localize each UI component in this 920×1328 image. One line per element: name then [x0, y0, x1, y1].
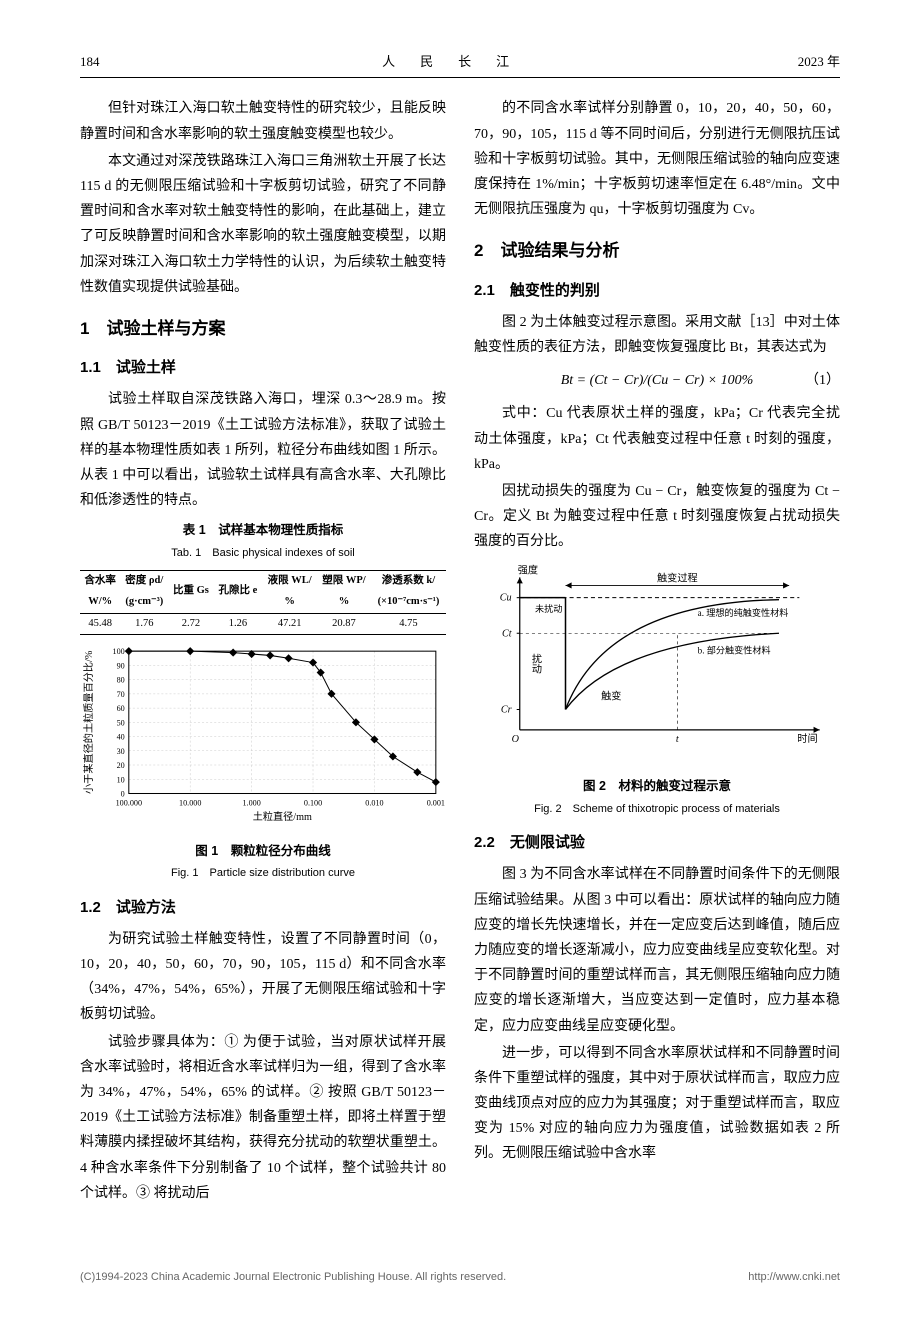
body-text: 试验步骤具体为：① 为便于试验，当对原状试样开展含水率试验时，将相近含水率试样归… — [80, 1030, 446, 1206]
svg-text:50: 50 — [117, 719, 125, 728]
svg-text:时间: 时间 — [797, 732, 817, 745]
svg-text:Cr: Cr — [501, 704, 512, 715]
td: 20.87 — [317, 613, 371, 635]
footer-url: http://www.cnki.net — [748, 1268, 840, 1288]
table1-caption-cn: 表 1 试样基本物理性质指标 — [80, 519, 446, 542]
page-number: 184 — [80, 50, 100, 73]
td: 45.48 — [80, 613, 120, 635]
svg-text:30: 30 — [117, 747, 125, 756]
equation-1: Bt = (Ct − Cr)/(Cu − Cr) × 100% （1） — [474, 368, 840, 393]
svg-text:40: 40 — [117, 733, 125, 742]
fig2-caption-cn: 图 2 材料的触变过程示意 — [474, 775, 840, 798]
td: 1.76 — [120, 613, 168, 635]
svg-text:0.001: 0.001 — [427, 799, 445, 808]
fig1-caption-cn: 图 1 颗粒粒径分布曲线 — [80, 840, 446, 863]
svg-text:100.000: 100.000 — [116, 799, 142, 808]
particle-size-chart: 0 10 20 30 40 50 60 70 80 90 100 100.000 10.000 1.000… — [80, 641, 446, 824]
svg-text:未扰动: 未扰动 — [535, 603, 562, 614]
th: 液限 WL/ — [262, 570, 317, 591]
svg-text:10: 10 — [117, 776, 125, 785]
body-text: 图 3 为不同含水率试样在不同静置时间条件下的无侧限压缩试验结果。从图 3 中可… — [474, 862, 840, 1038]
th: 含水率 — [80, 570, 120, 591]
td: 1.26 — [214, 613, 263, 635]
table1-caption-en: Tab. 1 Basic physical indexes of soil — [80, 544, 446, 564]
body-text: 式中：Cu 代表原状土样的强度，kPa；Cr 代表完全扰动土体强度，kPa；Ct… — [474, 401, 840, 477]
eq-number: （1） — [805, 368, 840, 393]
svg-text:0.100: 0.100 — [304, 799, 322, 808]
svg-text:触变: 触变 — [601, 689, 621, 702]
body-text: 进一步，可以得到不同含水率原状试样和不同静置时间条件下重塑试样的强度，其中对于原… — [474, 1041, 840, 1167]
svg-text:t: t — [676, 734, 680, 745]
th: W/% — [80, 592, 120, 613]
svg-text:触变过程: 触变过程 — [657, 571, 698, 584]
left-column: 但针对珠江入海口软土触变特性的研究较少，且能反映静置时间和含水率影响的软土强度触… — [80, 96, 446, 1208]
section-heading-1: 1 试验土样与方案 — [80, 314, 446, 345]
issue-year: 2023 年 — [798, 50, 840, 73]
svg-text:10.000: 10.000 — [179, 799, 201, 808]
body-text: 的不同含水率试样分别静置 0，10，20，40，50，60，70，90，105，… — [474, 96, 840, 222]
svg-text:90: 90 — [117, 662, 125, 671]
svg-text:强度: 强度 — [518, 563, 538, 576]
page-footer: (C)1994-2023 China Academic Journal Elec… — [80, 1268, 840, 1288]
journal-name: 人 民 长 江 — [382, 50, 515, 73]
svg-text:0.010: 0.010 — [365, 799, 383, 808]
body-text: 因扰动损失的强度为 Cu − Cr，触变恢复的强度为 Ct − Cr。定义 Bt… — [474, 479, 840, 555]
td: 47.21 — [262, 613, 317, 635]
fig2-caption-en: Fig. 2 Scheme of thixotropic process of … — [474, 800, 840, 820]
svg-text:扰动: 扰动 — [530, 652, 542, 674]
figure-1: 0 10 20 30 40 50 60 70 80 90 100 100.000 10.000 1.000… — [80, 641, 446, 833]
svg-text:小于某直径的土粒质量百分比/%: 小于某直径的土粒质量百分比/% — [82, 651, 95, 795]
svg-text:0: 0 — [121, 790, 125, 799]
section-heading-2: 2 试验结果与分析 — [474, 236, 840, 267]
two-column-layout: 但针对珠江入海口软土触变特性的研究较少，且能反映静置时间和含水率影响的软土强度触… — [80, 96, 840, 1208]
svg-text:O: O — [512, 734, 520, 745]
svg-text:b. 部分触变性材料: b. 部分触变性材料 — [698, 644, 771, 655]
body-text: 图 2 为土体触变过程示意图。采用文献［13］中对土体触变性质的表征方法，即触变… — [474, 310, 840, 360]
svg-text:土粒直径/mm: 土粒直径/mm — [253, 810, 312, 823]
body-text: 试验土样取自深茂铁路入海口，埋深 0.3～28.9 m。按照 GB/T 5012… — [80, 387, 446, 513]
th: (×10⁻⁷cm·s⁻¹) — [371, 592, 446, 613]
svg-text:a. 理想的纯触变性材料: a. 理想的纯触变性材料 — [698, 607, 789, 618]
svg-text:Ct: Ct — [502, 628, 513, 639]
table-1: 含水率 密度 ρd/ 比重 Gs 孔隙比 e 液限 WL/ 塑限 WP/ 渗透系… — [80, 570, 446, 636]
svg-text:1.000: 1.000 — [242, 799, 260, 808]
td: 2.72 — [168, 613, 213, 635]
right-column: 的不同含水率试样分别静置 0，10，20，40，50，60，70，90，105，… — [474, 96, 840, 1208]
subsection-heading-2-2: 2.2 无侧限试验 — [474, 829, 840, 856]
td: 4.75 — [371, 613, 446, 635]
copyright-text: (C)1994-2023 China Academic Journal Elec… — [80, 1268, 506, 1288]
th: 塑限 WP/ — [317, 570, 371, 591]
subsection-heading-2-1: 2.1 触变性的判别 — [474, 277, 840, 304]
figure-2: 触变过程未扰动扰动触变 a. 理想的纯触变性材料 b. 部分触变性材料 Cu Ct Cr t… — [474, 557, 840, 770]
th: 渗透系数 k/ — [371, 570, 446, 591]
page-header: 184 人 民 长 江 2023 年 — [80, 50, 840, 78]
subsection-heading-1-2: 1.2 试验方法 — [80, 894, 446, 921]
svg-text:100: 100 — [113, 648, 125, 657]
subsection-heading-1-1: 1.1 试验土样 — [80, 354, 446, 381]
th: 比重 Gs — [168, 570, 213, 613]
th: % — [262, 592, 317, 613]
body-text: 但针对珠江入海口软土触变特性的研究较少，且能反映静置时间和含水率影响的软土强度触… — [80, 96, 446, 146]
th: (g·cm⁻³) — [120, 592, 168, 613]
th: % — [317, 592, 371, 613]
svg-text:80: 80 — [117, 676, 125, 685]
svg-text:60: 60 — [117, 705, 125, 714]
eq-body: Bt = (Ct − Cr)/(Cu − Cr) × 100% — [561, 373, 754, 388]
th: 密度 ρd/ — [120, 570, 168, 591]
svg-text:20: 20 — [117, 761, 125, 770]
svg-text:70: 70 — [117, 690, 125, 699]
thixotropy-scheme: 触变过程未扰动扰动触变 a. 理想的纯触变性材料 b. 部分触变性材料 Cu Ct Cr t… — [474, 557, 840, 760]
fig1-caption-en: Fig. 1 Particle size distribution curve — [80, 864, 446, 884]
body-text: 为研究试验土样触变特性，设置了不同静置时间（0，10，20，40，50，60，7… — [80, 927, 446, 1028]
th: 孔隙比 e — [214, 570, 263, 613]
body-text: 本文通过对深茂铁路珠江入海口三角洲软土开展了长达 115 d 的无侧限压缩试验和… — [80, 149, 446, 300]
svg-text:Cu: Cu — [500, 592, 512, 603]
